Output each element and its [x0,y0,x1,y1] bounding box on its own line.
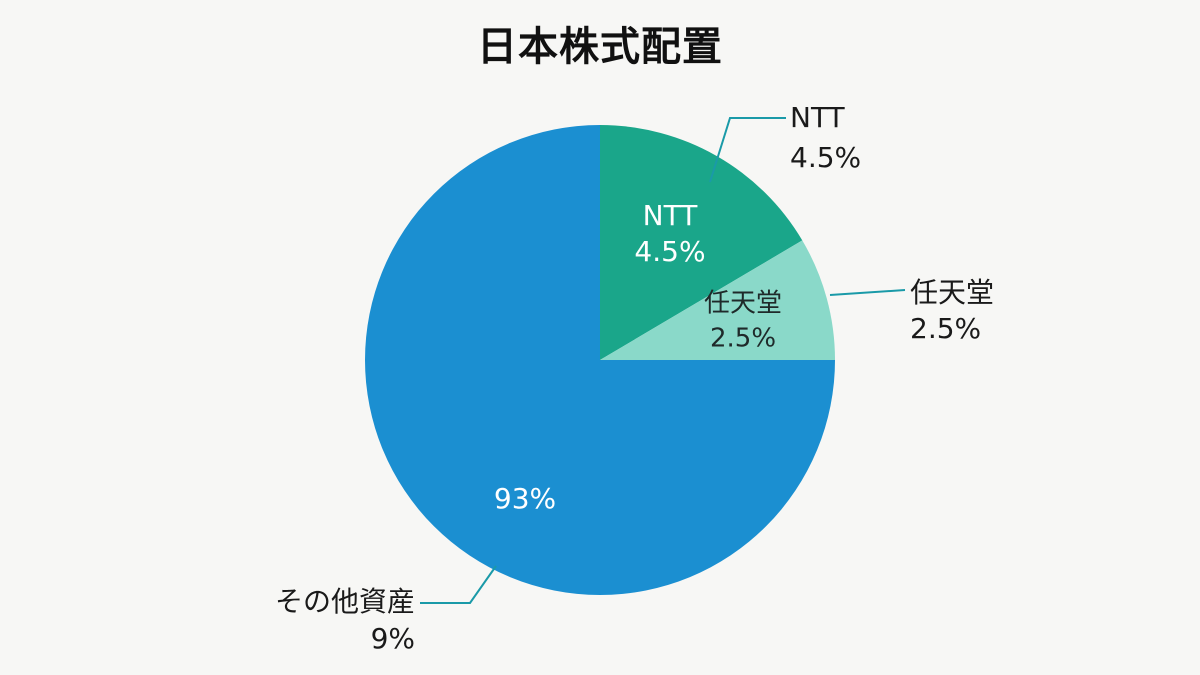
leader-line-2 [420,565,497,604]
slice-outer-label-1: 任天堂 [910,276,994,309]
chart-title: 日本株式配置 [477,24,723,70]
slice-outer-value-1: 2.5% [910,312,981,345]
slice-inner-value-2: 93% [494,482,556,515]
leader-line-1 [829,289,906,296]
pie-slice-1 [600,240,835,360]
pie-slice-2 [365,125,835,595]
slice-inner-label-0: NTT [643,199,699,232]
slice-inner-value-0: 4.5% [634,235,705,268]
slice-inner-value-1: 2.5% [710,324,776,354]
slice-inner-label-1: 任天堂 [704,289,782,319]
slice-outer-label-0: NTT [790,101,846,134]
leader-line-0 [709,117,786,183]
slice-outer-label-2: その他資産 [275,585,415,618]
slice-outer-value-0: 4.5% [790,141,861,174]
pie-slice-0 [600,125,803,360]
pie-slices [365,125,835,595]
slice-outer-value-2: 9% [371,622,415,655]
